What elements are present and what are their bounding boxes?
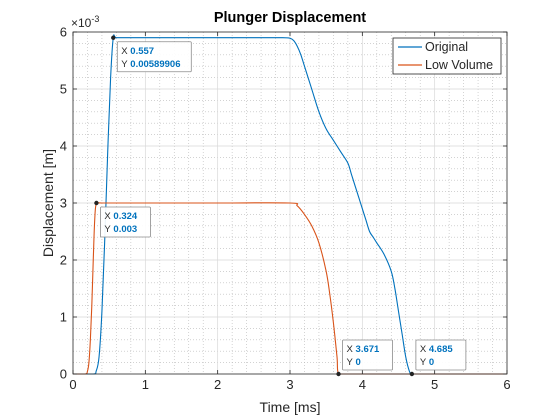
data-tip-box (116, 41, 192, 73)
y-tick-label: 5 (60, 82, 67, 97)
y-tick-label: 4 (60, 139, 67, 154)
data-tip-marker[interactable] (111, 35, 116, 40)
y-axis-multiplier: ×10-3 (71, 14, 99, 30)
x-tick-label: 1 (142, 377, 149, 392)
data-tip-x-key: X (121, 46, 128, 57)
x-tick-label: 0 (69, 377, 76, 392)
y-tick-label: 6 (60, 25, 67, 40)
chart-title: Plunger Displacement (214, 10, 366, 26)
data-tip-x-key: X (104, 211, 111, 222)
y-tick-label: 2 (60, 253, 67, 268)
y-tick-label: 3 (60, 196, 67, 211)
x-tick-label: 6 (503, 377, 510, 392)
data-tip-y-key: Y (420, 357, 427, 368)
series-line-low-volume (72, 201, 508, 375)
data-tip-x-key: X (347, 344, 354, 355)
data-tip-y-key: Y (347, 357, 354, 368)
x-tick-label: 5 (431, 377, 438, 392)
legend: Original Low Volume (392, 37, 502, 75)
legend-label-original: Original (425, 40, 468, 54)
y-axis-label: Displacement [m] (40, 149, 56, 257)
x-tick-label: 4 (359, 377, 366, 392)
data-tip-y-value: 0.00589906 (130, 59, 180, 70)
data-tip-y-value: 0 (356, 357, 361, 368)
legend-box (392, 37, 502, 75)
x-tick-label: 2 (214, 377, 221, 392)
data-tip-x-value: 0.324 (113, 211, 137, 222)
data-tip-y-value: 0.003 (113, 224, 137, 235)
data-tip-marker[interactable] (94, 200, 99, 206)
x-tick-label: 3 (286, 377, 293, 392)
data-tip-y-key: Y (104, 224, 111, 235)
data-tip-y-key: Y (121, 59, 128, 70)
data-tip-x-value: 4.685 (429, 344, 453, 355)
series-line-original (72, 34, 508, 375)
y-tick-label: 0 (60, 367, 67, 382)
data-tip-x-key: X (420, 344, 427, 355)
data-tip-x-value: 3.671 (356, 344, 380, 355)
y-tick-label: 1 (60, 310, 67, 325)
data-tip-box (100, 206, 151, 238)
axis-ticks: 0 1 2 3 4 5 6 0 1 2 3 4 5 6 (60, 25, 511, 393)
x-axis-label: Time [ms] (260, 399, 321, 415)
data-tip-y-value: 0 (429, 357, 434, 368)
data-tip-box (342, 339, 393, 371)
legend-label-low-volume: Low Volume (425, 58, 493, 72)
series-layer (72, 34, 508, 375)
data-tip-box (415, 339, 467, 371)
data-tip-x-value: 0.557 (130, 46, 154, 57)
